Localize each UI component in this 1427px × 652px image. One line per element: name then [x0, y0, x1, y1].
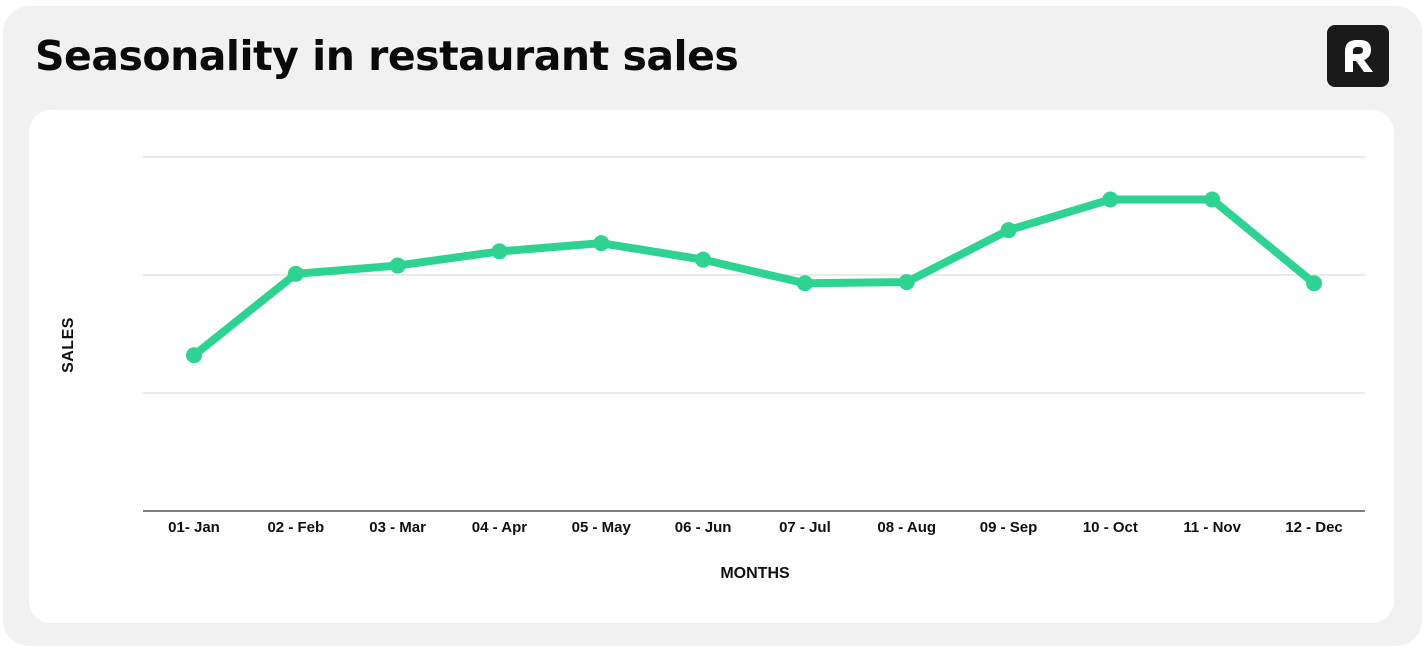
- data-point: [898, 274, 915, 291]
- x-tick-label: 02 - Feb: [267, 519, 325, 536]
- data-point: [491, 243, 508, 260]
- x-tick-label: 07 - Jul: [779, 519, 831, 536]
- data-point: [186, 347, 202, 364]
- x-tick-label: 11 - Nov: [1183, 519, 1241, 536]
- x-tick-label: 08 - Aug: [877, 519, 937, 536]
- x-tick-label: 03 - Mar: [369, 519, 426, 536]
- x-tick-label: 10 - Oct: [1082, 519, 1138, 536]
- data-point: [796, 275, 813, 292]
- x-tick-label: 05 - May: [571, 519, 631, 536]
- x-tick-label: 06 - Jun: [674, 519, 732, 536]
- data-point: [1000, 222, 1017, 239]
- x-tick-label: 09 - Sep: [979, 519, 1038, 536]
- brand-logo: [1327, 25, 1389, 87]
- data-points: [186, 191, 1322, 364]
- x-tick-label: 04 - Apr: [471, 519, 528, 536]
- x-axis-label: MONTHS: [720, 565, 790, 582]
- r-logo-icon: [1345, 40, 1373, 72]
- x-tick-label: 12 - Dec: [1285, 519, 1343, 536]
- sales-line: [190, 195, 1318, 360]
- data-point: [1102, 191, 1119, 208]
- data-point: [287, 265, 304, 282]
- data-point: [1306, 275, 1322, 292]
- x-tick-label: 01- Jan: [168, 519, 220, 536]
- data-point: [1204, 191, 1221, 208]
- data-point: [695, 251, 712, 268]
- page-title: Seasonality in restaurant sales: [35, 32, 739, 80]
- data-point: [389, 257, 406, 274]
- data-point: [593, 235, 610, 252]
- y-axis-label: SALES: [60, 317, 77, 373]
